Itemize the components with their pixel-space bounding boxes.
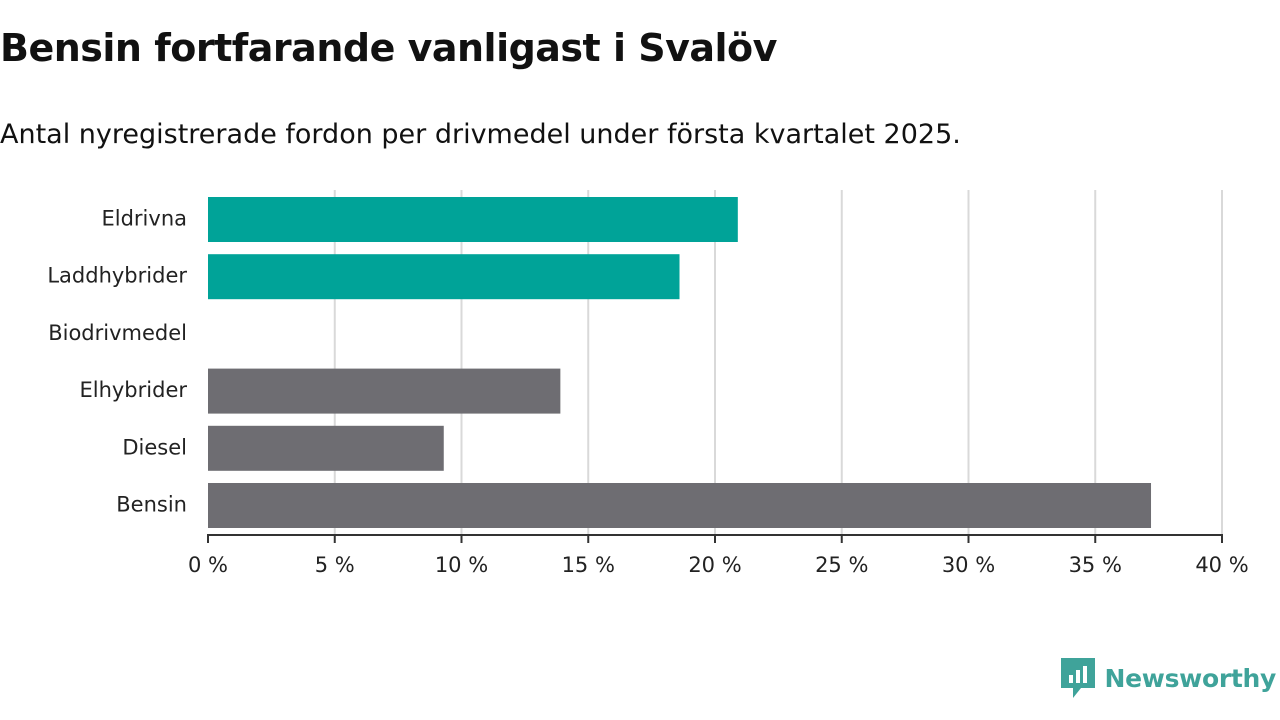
x-tick-label: 15 %: [562, 553, 615, 577]
category-label: Laddhybrider: [47, 264, 187, 288]
x-tick-label: 30 %: [942, 553, 995, 577]
bar-bensin: [208, 483, 1152, 528]
x-axis: 0 % 5 % 10 % 15 % 20 % 25 % 30 % 35 % 40 %: [188, 534, 1249, 577]
chart-title: Bensin fortfarande vanligast i Svalöv: [0, 26, 777, 70]
bar-elhybrider: [208, 368, 561, 414]
newsworthy-logo-icon: [1060, 658, 1095, 698]
x-tick-label: 0 %: [188, 553, 228, 577]
bars: [208, 197, 1152, 528]
bar-eldrivna: [208, 197, 738, 242]
grid-lines: [333, 190, 1223, 535]
x-tick-label: 25 %: [815, 553, 868, 577]
x-tick-label: 10 %: [435, 553, 488, 577]
category-label: Eldrivna: [101, 207, 187, 231]
brand-logo: Newsworthy: [1060, 658, 1277, 698]
category-label: Diesel: [122, 435, 187, 459]
bar-laddhybrider: [208, 254, 680, 300]
brand-name: Newsworthy: [1104, 663, 1277, 693]
bar-diesel: [208, 425, 444, 471]
chart-subtitle: Antal nyregistrerade fordon per drivmede…: [0, 119, 961, 150]
category-label: Biodrivmedel: [48, 321, 187, 345]
category-label: Bensin: [116, 493, 187, 517]
category-label: Elhybrider: [79, 378, 187, 402]
x-tick-label: 20 %: [688, 553, 741, 577]
x-tick-label: 40 %: [1195, 553, 1248, 577]
category-labels: Eldrivna Laddhybrider Biodrivmedel Elhybrid…: [47, 207, 187, 517]
bar-chart: 0 % 5 % 10 % 15 % 20 % 25 % 30 % 35 % 40 % Eldri…: [47, 190, 1249, 577]
x-tick-label: 35 %: [1069, 553, 1122, 577]
x-tick-label: 5 %: [315, 553, 355, 577]
